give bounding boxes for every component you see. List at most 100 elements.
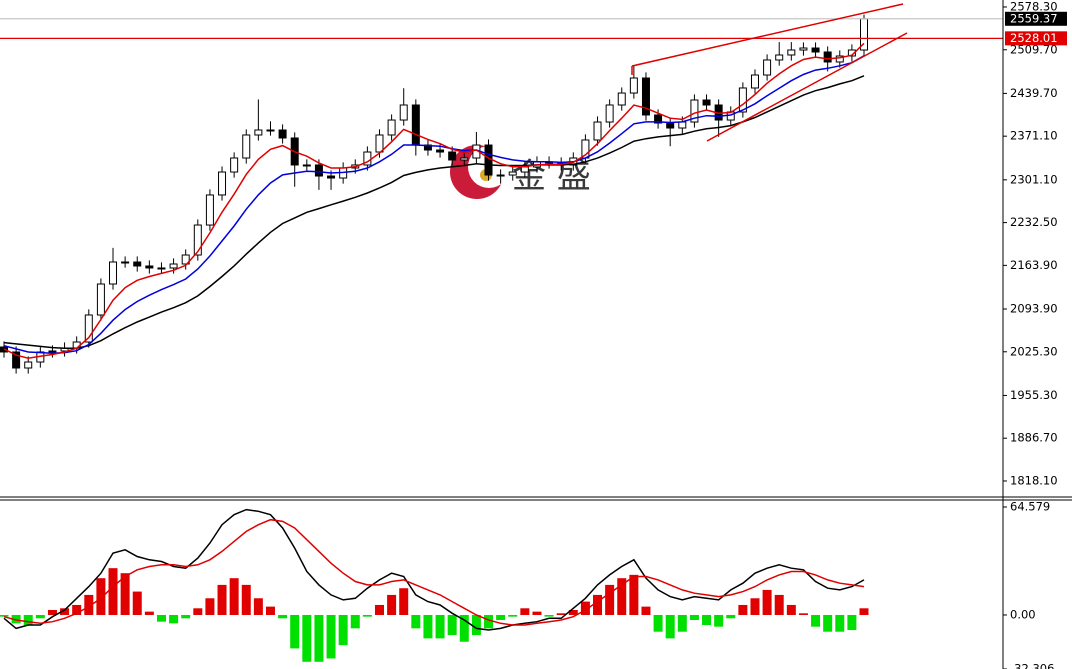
candle-body bbox=[133, 261, 142, 267]
candle-body bbox=[678, 121, 687, 129]
histogram-bar bbox=[205, 598, 215, 615]
price-label: 2559.37 bbox=[1010, 11, 1058, 25]
histogram-bar bbox=[726, 614, 736, 619]
histogram-bar bbox=[72, 604, 82, 615]
histogram-bar bbox=[0, 614, 9, 617]
y-tick-label: 2025.30 bbox=[1010, 344, 1058, 358]
candle-body bbox=[48, 350, 57, 353]
y-tick-label: 2093.90 bbox=[1010, 302, 1058, 316]
y-tick-label: 1886.70 bbox=[1010, 431, 1058, 445]
histogram-bar bbox=[689, 614, 699, 621]
price-label-box bbox=[1005, 11, 1067, 26]
histogram-bar bbox=[859, 608, 869, 615]
histogram-bar bbox=[265, 606, 275, 615]
histogram-bar bbox=[411, 614, 421, 629]
histogram-bar bbox=[217, 584, 227, 615]
candle-body bbox=[109, 261, 118, 285]
indicator-line bbox=[3, 42, 865, 359]
y-tick-label: 2232.50 bbox=[1010, 215, 1058, 229]
histogram-bar bbox=[11, 614, 21, 624]
candle-body bbox=[375, 134, 384, 153]
candle-body bbox=[327, 175, 336, 179]
candle-body bbox=[629, 77, 638, 94]
histogram-bar bbox=[302, 614, 312, 662]
candle-body bbox=[738, 87, 747, 113]
histogram-bar bbox=[677, 614, 687, 632]
histogram-bar bbox=[229, 578, 239, 615]
histogram-bar bbox=[423, 614, 433, 639]
histogram-bar bbox=[544, 614, 554, 617]
axis: 2578.30 2509.70 2439.70 2371.10 2301.10 2232.… bbox=[1003, 0, 1067, 669]
histogram-bar bbox=[629, 574, 639, 615]
candle-body bbox=[654, 114, 663, 124]
y-tick-label: 2509.70 bbox=[1010, 42, 1058, 56]
histogram-bar bbox=[762, 589, 772, 615]
histogram-bar bbox=[811, 614, 821, 627]
histogram-bar bbox=[641, 606, 651, 615]
candle-body bbox=[387, 119, 396, 136]
candle-body bbox=[835, 55, 844, 63]
price-label-box bbox=[1005, 31, 1067, 46]
candle-body bbox=[278, 129, 287, 139]
histogram-bar bbox=[568, 609, 578, 615]
candle-body bbox=[811, 47, 820, 53]
candle-body bbox=[702, 99, 711, 106]
y-tick-label: 64.579 bbox=[1010, 500, 1050, 514]
histogram-bar bbox=[738, 604, 748, 615]
candle-body bbox=[460, 157, 469, 161]
histogram-bar bbox=[617, 578, 627, 615]
histogram-bar bbox=[774, 594, 784, 615]
histogram-bar bbox=[556, 613, 566, 615]
histogram-bar bbox=[326, 614, 336, 659]
histogram-bar bbox=[653, 614, 663, 632]
histogram-bar bbox=[350, 614, 360, 629]
histogram-bar bbox=[750, 598, 760, 615]
histogram-bar bbox=[35, 614, 45, 619]
y-tick-label: 2301.10 bbox=[1010, 172, 1058, 186]
candle-body bbox=[169, 263, 178, 269]
indicator-line bbox=[3, 508, 865, 631]
histogram-bar bbox=[605, 584, 615, 615]
candle-body bbox=[266, 129, 275, 132]
candle-body bbox=[690, 99, 699, 123]
candle-body bbox=[254, 129, 263, 136]
histogram-bar bbox=[665, 614, 675, 639]
candle-body bbox=[605, 104, 614, 123]
histogram-bar bbox=[374, 604, 384, 615]
candle-body bbox=[496, 174, 505, 177]
candle-body bbox=[230, 157, 239, 173]
candle-body bbox=[823, 51, 832, 63]
histogram-bar bbox=[253, 598, 263, 615]
y-tick-label: 2371.10 bbox=[1010, 129, 1058, 143]
histogram-bar bbox=[399, 588, 409, 615]
histogram-bar bbox=[84, 594, 94, 615]
candle-body bbox=[121, 261, 130, 264]
candle-body bbox=[436, 149, 445, 153]
histogram-bar bbox=[278, 614, 288, 619]
histogram-bar bbox=[387, 594, 397, 615]
histogram-bar bbox=[823, 614, 833, 632]
candle-body bbox=[12, 351, 21, 369]
candle-body bbox=[641, 77, 650, 116]
candle-body bbox=[314, 164, 323, 177]
candle-body bbox=[24, 361, 33, 369]
histogram-bar bbox=[314, 614, 324, 662]
candle-body bbox=[193, 224, 202, 256]
histogram-bar bbox=[338, 614, 348, 646]
candle-body bbox=[750, 74, 759, 89]
histogram-bar bbox=[241, 584, 251, 615]
histogram-bar bbox=[23, 614, 33, 626]
candle-body bbox=[145, 265, 154, 269]
histogram-bar bbox=[290, 614, 300, 649]
histogram-bar bbox=[520, 608, 530, 615]
candle-body bbox=[242, 134, 251, 159]
histogram-bar bbox=[459, 614, 469, 642]
candle-body bbox=[508, 171, 517, 176]
histogram-bar bbox=[132, 591, 142, 615]
trendline bbox=[706, 32, 908, 142]
price-label: 2528.01 bbox=[1010, 31, 1058, 45]
histogram-bar bbox=[508, 614, 518, 617]
